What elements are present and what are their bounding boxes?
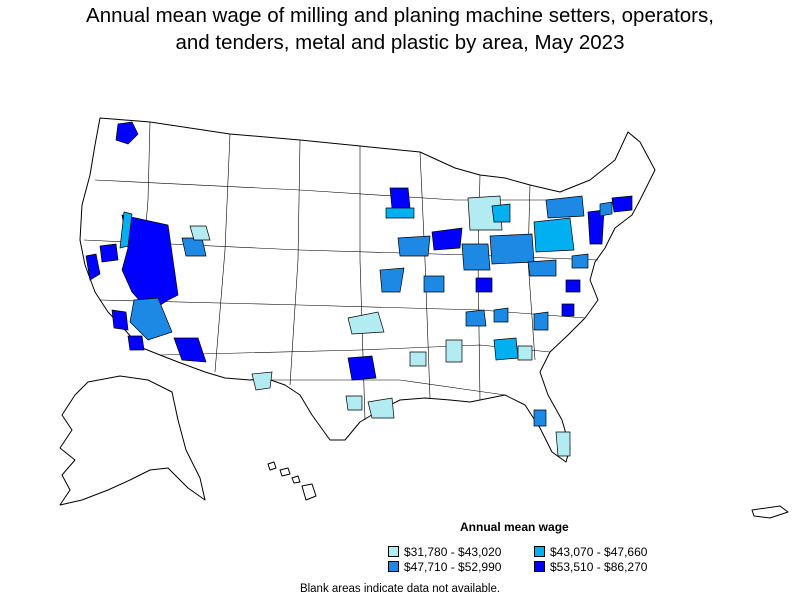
area-boston — [611, 195, 633, 213]
legend-swatch-1 — [388, 546, 399, 557]
area-sacramento — [99, 243, 119, 263]
area-south-texas — [345, 395, 363, 411]
footnote: Blank areas indicate data not available. — [299, 583, 501, 595]
area-new-york-city — [587, 209, 605, 245]
hawaii-outline — [267, 461, 317, 501]
area-north-carolina — [533, 311, 549, 331]
area-kansas-city — [379, 267, 405, 293]
area-ohio — [489, 233, 535, 265]
area-mississippi — [445, 339, 463, 363]
area-bay-area — [85, 253, 101, 281]
area-wisconsin — [385, 207, 415, 219]
area-virginia — [565, 279, 581, 293]
area-northern-california — [119, 211, 133, 249]
area-oklahoma — [347, 311, 385, 335]
alaska-outline — [59, 375, 206, 506]
legend-item-1: $31,780 - $43,020 — [388, 546, 501, 559]
legend-item-4: $53,510 - $86,270 — [534, 561, 647, 574]
area-houston — [367, 397, 395, 419]
area-upstate-ny — [545, 195, 585, 219]
area-connecticut — [599, 201, 613, 217]
puerto-rico-outline — [751, 505, 789, 519]
area-tucson — [173, 337, 207, 363]
area-baltimore — [571, 253, 589, 269]
legend-label-1: $31,780 - $43,020 — [404, 545, 502, 559]
area-pennsylvania — [533, 217, 575, 253]
area-los-angeles — [111, 309, 129, 331]
area-kentucky — [475, 277, 493, 293]
area-indiana — [461, 243, 491, 271]
area-michigan — [467, 195, 503, 231]
area-arizona — [129, 297, 173, 341]
legend-item-3: $47,710 - $52,990 — [388, 561, 501, 574]
area-utah — [181, 237, 207, 257]
area-alabama — [493, 337, 519, 361]
legend-swatch-2 — [534, 546, 545, 557]
area-chicago — [431, 227, 463, 251]
area-knoxville — [493, 307, 509, 323]
legend-label-3: $47,710 - $52,990 — [404, 560, 502, 574]
legend-swatch-4 — [534, 561, 545, 572]
area-raleigh — [561, 303, 575, 317]
area-georgia — [517, 345, 533, 361]
legend-title: Annual mean wage — [460, 520, 569, 534]
legend-label-4: $53,510 - $86,270 — [550, 560, 648, 574]
map-title: Annual mean wage of milling and planing … — [0, 2, 800, 56]
area-detroit — [491, 203, 511, 223]
area-seattle — [115, 121, 139, 145]
area-san-diego — [127, 335, 145, 351]
area-west-texas — [251, 371, 273, 391]
legend-swatch-3 — [388, 561, 399, 572]
legend-label-2: $43,070 - $47,660 — [550, 545, 648, 559]
area-denver — [189, 225, 211, 241]
area-tennessee — [465, 309, 487, 327]
legend-item-2: $43,070 - $47,660 — [534, 546, 647, 559]
area-louisiana — [409, 351, 427, 367]
area-tampa — [533, 409, 547, 427]
area-south-florida — [555, 431, 571, 457]
area-dallas — [347, 355, 377, 381]
area-iowa — [397, 235, 431, 257]
area-st-louis — [423, 275, 445, 293]
area-west-virginia — [527, 259, 557, 277]
contiguous-us-outline — [79, 117, 656, 463]
map-title-line-1: Annual mean wage of milling and planing … — [86, 4, 714, 27]
map-title-line-2: and tenders, metal and plastic by area, … — [175, 31, 625, 54]
area-minneapolis — [389, 187, 411, 209]
